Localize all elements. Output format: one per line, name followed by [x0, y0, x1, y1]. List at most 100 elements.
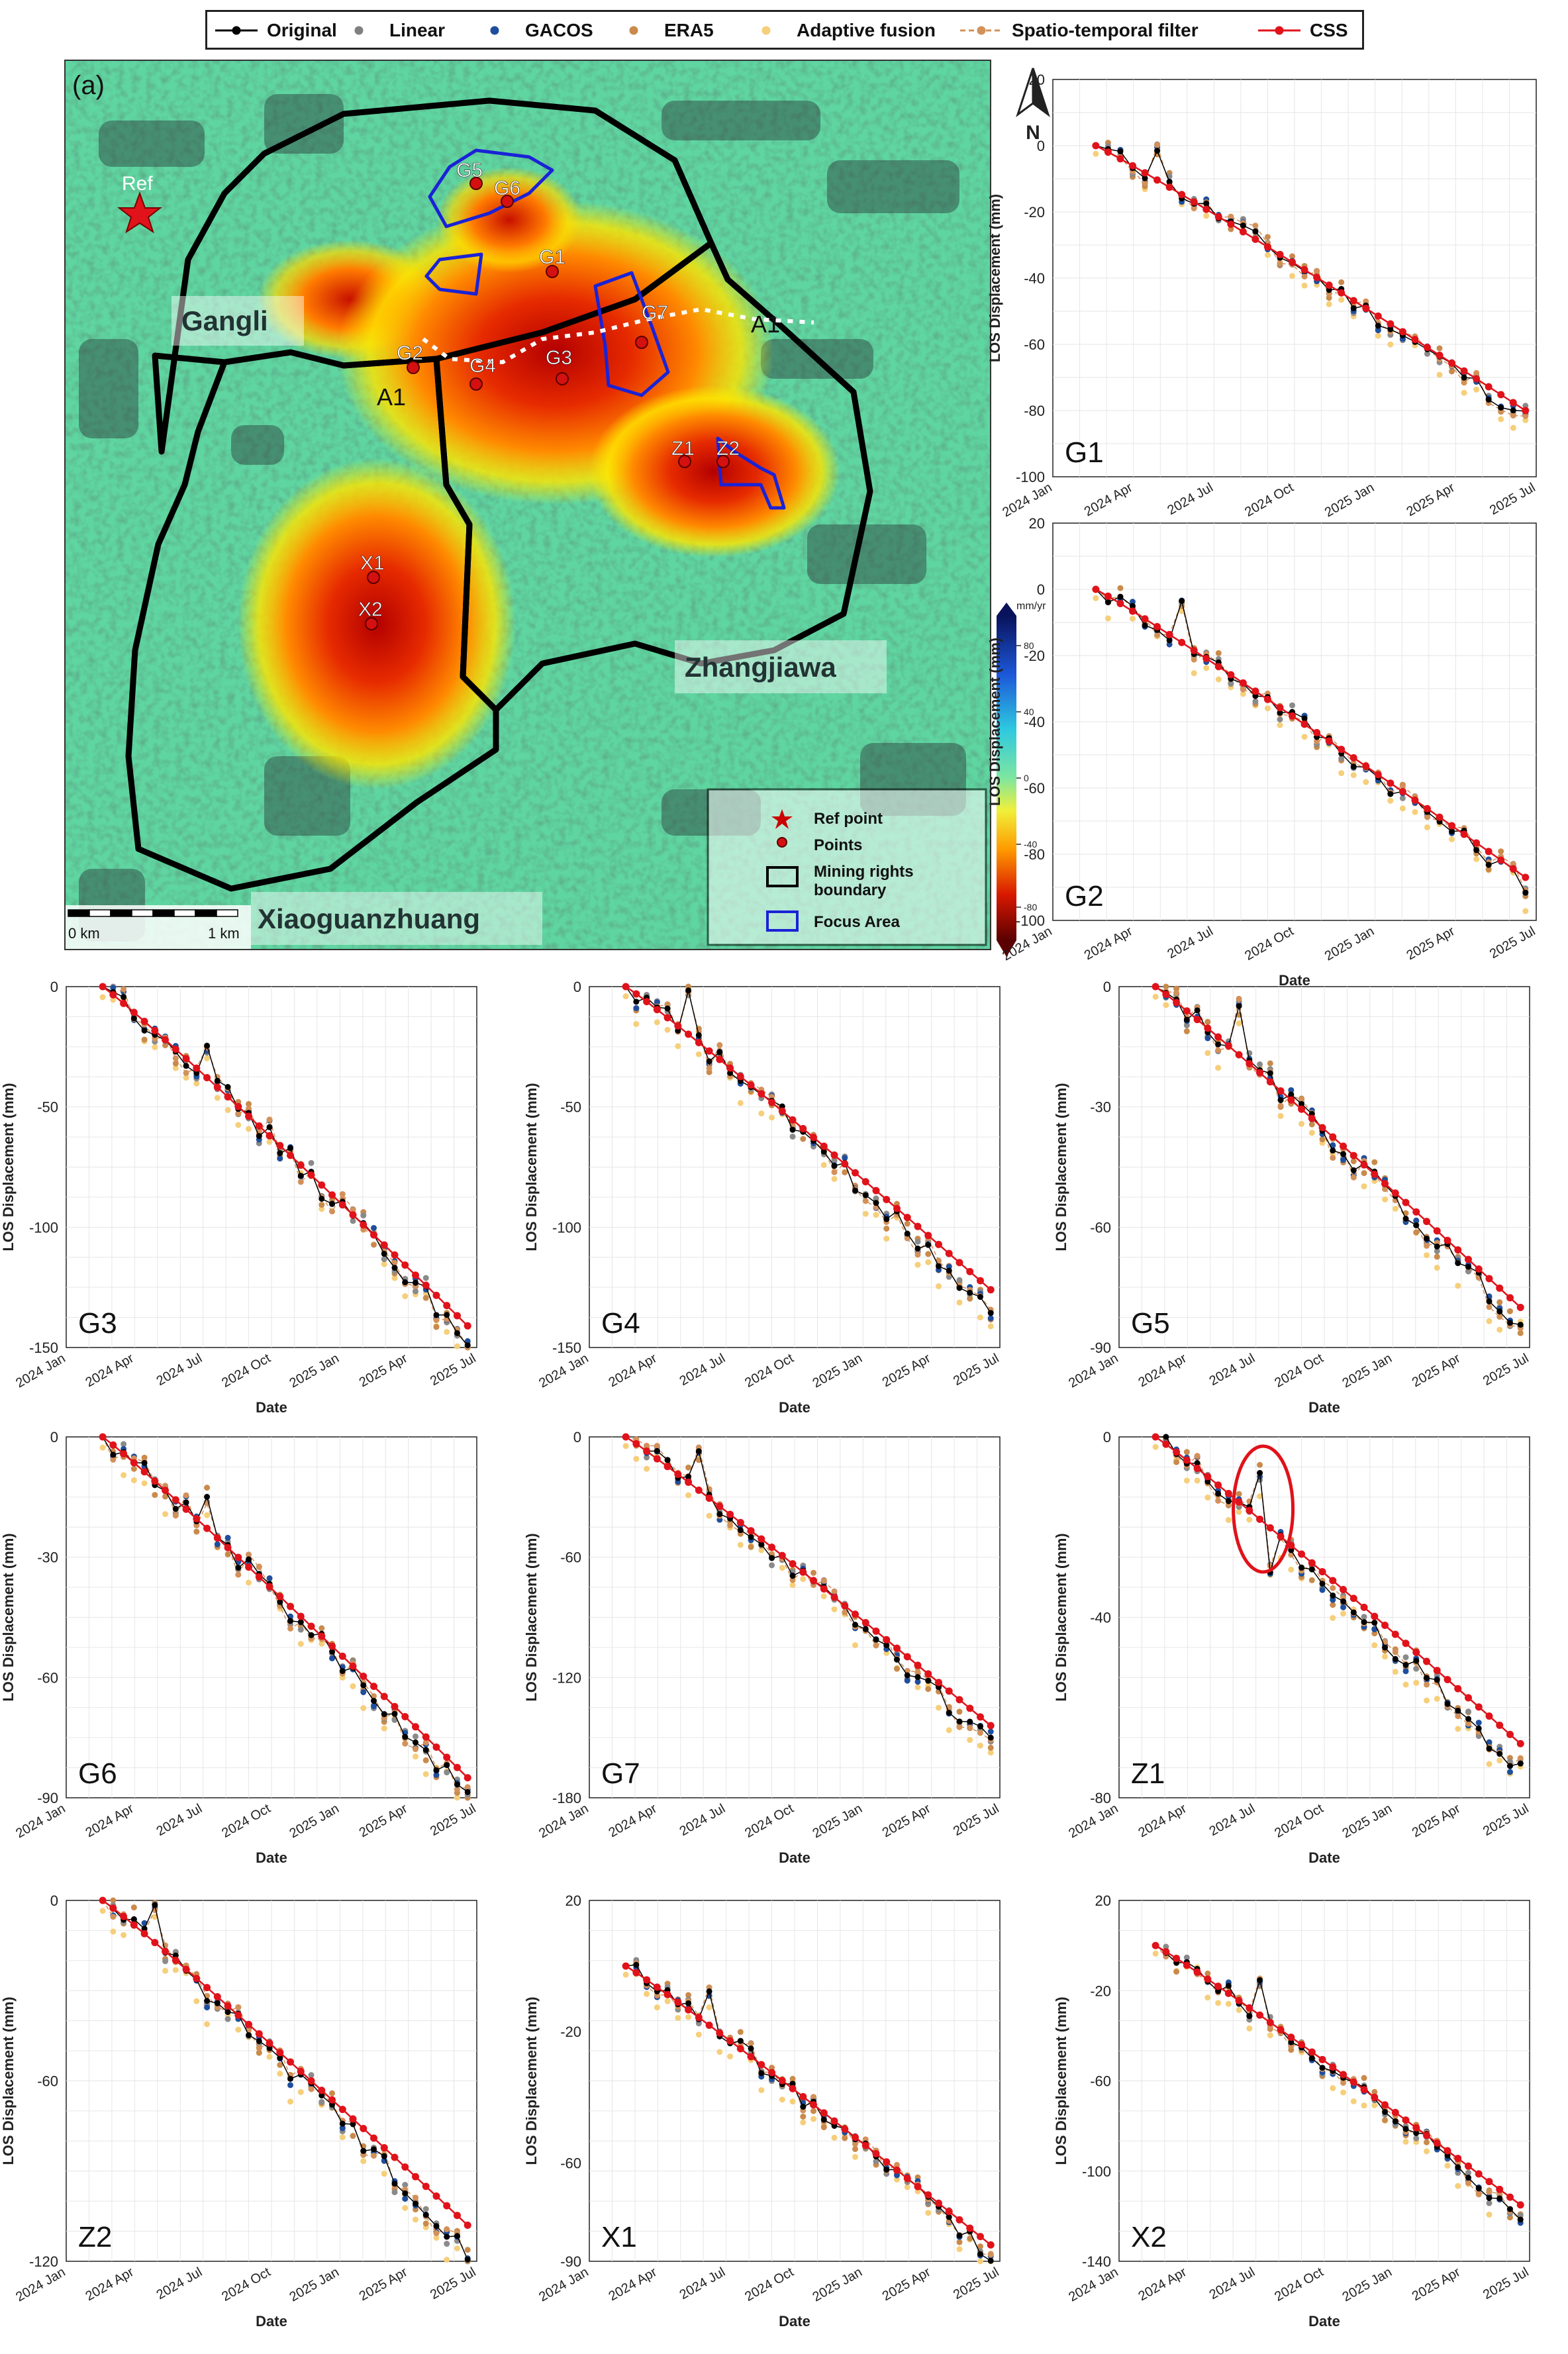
data-point [422, 1287, 429, 1293]
data-point [1522, 410, 1529, 417]
data-point [193, 1064, 201, 1072]
data-point [903, 1214, 911, 1222]
data-point [1308, 1559, 1316, 1567]
data-point [1360, 2086, 1368, 2094]
data-point [1215, 1989, 1222, 1996]
data-point [277, 1155, 283, 1162]
legend-entry: CSS [1258, 20, 1348, 40]
x-tick-label: 2025 Apr [357, 2265, 411, 2304]
data-point [1434, 2143, 1440, 2150]
data-point [1204, 1028, 1211, 1034]
data-point [380, 1241, 388, 1249]
data-point [716, 1055, 723, 1062]
data-point [966, 1267, 974, 1275]
data-point [1375, 325, 1381, 332]
data-point [1277, 1533, 1285, 1541]
data-point [1308, 2057, 1315, 2063]
data-point [1392, 1657, 1398, 1663]
data-point [1498, 405, 1504, 411]
data-point [1314, 278, 1320, 285]
data-point [287, 2073, 294, 2080]
series-line [625, 1436, 991, 1740]
data-point [852, 1169, 859, 1177]
data-point [883, 2167, 890, 2174]
data-point [654, 1451, 660, 1457]
data-point [110, 1451, 117, 1458]
data-point [172, 1507, 179, 1514]
plot-area [66, 1900, 477, 2262]
data-point [987, 2251, 994, 2258]
data-point [1130, 167, 1136, 173]
data-point [1215, 1497, 1222, 1504]
data-point [1448, 359, 1456, 367]
data-point [914, 2183, 921, 2190]
data-point [685, 992, 692, 999]
data-point [1375, 775, 1381, 782]
data-point [360, 2125, 368, 2133]
data-point [433, 2223, 440, 2230]
data-point [183, 1499, 189, 1506]
data-point [1338, 746, 1345, 752]
data-point [706, 1488, 712, 1495]
data-point [1173, 1451, 1180, 1457]
data-point [1308, 1577, 1315, 1583]
data-point [1485, 861, 1492, 868]
data-point [121, 1932, 127, 1938]
data-point [967, 1295, 973, 1302]
series-line [102, 1436, 468, 1790]
point-id-label: G7 [601, 1757, 640, 1790]
data-point [1473, 379, 1480, 385]
data-point [360, 1226, 367, 1233]
data-point [1455, 2166, 1461, 2173]
data-point [402, 2182, 409, 2188]
series-orig [99, 1897, 471, 2263]
ref-label: Ref [122, 173, 153, 195]
data-point [1298, 1106, 1305, 1112]
series-css [1152, 1433, 1524, 1747]
data-point [779, 2096, 785, 2103]
data-point [110, 1897, 117, 1904]
data-point [1517, 1756, 1524, 1763]
data-point [1153, 176, 1161, 184]
data-point [654, 998, 660, 1005]
x-tick-label: 2025 Apr [1404, 924, 1457, 963]
data-point [1465, 1725, 1471, 1732]
data-point [246, 1551, 252, 1558]
data-point [1424, 805, 1430, 811]
data-point [1215, 1987, 1222, 1994]
data-point [350, 2133, 356, 2139]
series-stf [99, 983, 471, 1351]
data-point [1340, 1155, 1347, 1162]
data-point [737, 1542, 744, 1548]
data-point [1340, 1146, 1347, 1153]
data-point [1434, 1695, 1440, 1702]
data-point [1142, 623, 1148, 630]
data-point [1225, 1044, 1232, 1051]
data-point [1448, 822, 1456, 830]
data-point [350, 1657, 356, 1664]
data-point [1350, 2083, 1357, 2089]
data-point [1288, 1091, 1295, 1098]
data-point [779, 1557, 785, 1563]
data-point [204, 1498, 211, 1505]
data-point [1338, 289, 1345, 295]
data-point [800, 1565, 807, 1572]
data-point [1330, 1155, 1336, 1161]
data-point [277, 2047, 283, 2053]
data-point [727, 2038, 734, 2045]
y-axis-label: LOS Displacement (mm) [0, 1083, 17, 1251]
series-lin [1152, 1434, 1524, 1765]
data-point [1191, 651, 1197, 658]
data-point [297, 1161, 305, 1169]
x-tick-label: 2024 Apr [83, 2265, 136, 2304]
data-point [308, 1637, 315, 1643]
data-point [873, 1642, 879, 1649]
data-point [1173, 1457, 1180, 1463]
series-orig [622, 983, 994, 1316]
data-point [925, 1682, 932, 1689]
data-point [162, 1955, 169, 1962]
data-point [360, 2143, 367, 2149]
data-point [1412, 337, 1418, 344]
data-point [977, 2258, 983, 2265]
